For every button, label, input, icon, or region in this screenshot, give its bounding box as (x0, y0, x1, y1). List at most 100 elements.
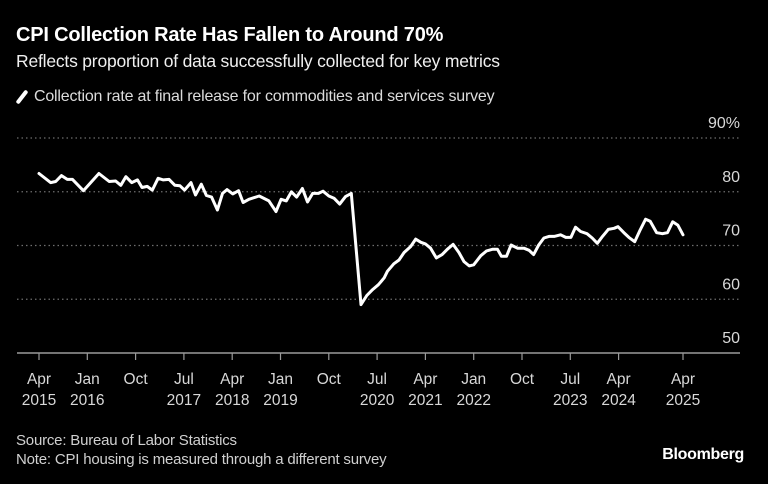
x-tick-year-label: 2024 (601, 392, 636, 409)
data-point (279, 198, 283, 201)
data-point (638, 229, 642, 232)
data-point (377, 283, 380, 286)
source-note: Source: Bureau of Labor Statistics (16, 432, 237, 449)
data-point (457, 251, 461, 254)
data-point (285, 199, 288, 203)
data-point (54, 180, 57, 183)
x-tick-month-label: Jan (268, 371, 293, 388)
data-point (601, 235, 604, 238)
data-point (397, 258, 401, 262)
y-tick-label: 80 (722, 169, 740, 186)
data-point (124, 175, 128, 178)
data-point (569, 236, 573, 239)
x-tick-year-label: 2018 (215, 392, 249, 409)
footer-notes: Source: Bureau of Labor Statistics Note:… (16, 431, 387, 469)
data-point (183, 188, 186, 192)
data-point (178, 184, 182, 188)
data-point (661, 232, 664, 235)
data-point (145, 185, 149, 188)
data-point (71, 178, 74, 181)
x-tick-month-label: Jul (560, 371, 580, 388)
y-tick-label: 70 (722, 223, 740, 240)
data-point (500, 255, 503, 258)
data-point (382, 276, 386, 279)
data-point (509, 243, 513, 247)
data-point (156, 177, 160, 180)
data-point (317, 192, 320, 195)
x-tick-month-label: Jul (174, 371, 194, 388)
data-point (267, 199, 271, 203)
x-tick-month-label: Jan (75, 371, 100, 388)
data-point (231, 192, 235, 196)
x-tick-month-label: Apr (607, 371, 631, 388)
data-point (496, 248, 499, 251)
legend-label: Collection rate at final release for com… (34, 88, 495, 105)
x-tick-year-label: 2025 (666, 392, 700, 409)
bloomberg-logo: Bloomberg (662, 446, 744, 463)
data-point (189, 181, 193, 184)
data-point (162, 178, 165, 182)
data-point (359, 303, 363, 306)
data-point (409, 245, 412, 248)
data-point (295, 195, 298, 199)
data-point (559, 233, 562, 236)
data-point (60, 174, 63, 177)
data-point (402, 251, 406, 254)
data-point (107, 180, 111, 183)
data-point (527, 249, 531, 252)
data-point (627, 236, 631, 239)
x-tick-month-label: Oct (317, 371, 342, 388)
data-point (612, 227, 616, 230)
data-point (350, 192, 353, 195)
data-point (338, 202, 341, 206)
data-point (655, 231, 658, 234)
data-point (140, 186, 144, 189)
data-point (666, 231, 669, 234)
x-tick-month-label: Oct (510, 371, 535, 388)
data-point (136, 178, 139, 182)
chart-title: CPI Collection Rate Has Fallen to Around… (16, 24, 444, 46)
data-point (607, 228, 610, 231)
x-tick-year-label: 2021 (408, 392, 442, 409)
data-point (424, 242, 427, 246)
data-point (579, 230, 582, 233)
data-point (221, 192, 224, 195)
x-tick-year-label: 2022 (456, 392, 490, 409)
data-point (216, 208, 219, 212)
data-point (596, 242, 599, 245)
data-point (648, 220, 652, 223)
data-point (574, 226, 577, 229)
x-tick-month-label: Apr (220, 371, 244, 388)
data-point (37, 172, 41, 175)
y-tick-label: 50 (722, 330, 740, 347)
data-point (616, 225, 620, 228)
data-point (332, 197, 336, 200)
data-point (392, 262, 396, 265)
data-point (522, 246, 526, 250)
x-tick-year-label: 2017 (167, 392, 201, 409)
data-point (173, 184, 177, 187)
x-tick-year-label: 2016 (70, 392, 104, 409)
data-point (485, 249, 488, 253)
data-point (440, 253, 444, 256)
data-point (321, 190, 325, 193)
data-point (644, 217, 647, 221)
data-point (590, 236, 594, 240)
data-point (301, 187, 304, 190)
x-tick-year-label: 2020 (360, 392, 395, 409)
data-point (676, 223, 680, 227)
data-point (371, 288, 374, 291)
data-point (435, 256, 438, 260)
data-point (290, 190, 293, 193)
data-point (451, 243, 455, 246)
data-point (467, 264, 471, 268)
data-point (516, 246, 519, 250)
data-point (537, 243, 540, 247)
data-point (327, 194, 330, 198)
data-point (130, 181, 133, 184)
data-point (274, 210, 278, 213)
data-point (66, 178, 69, 181)
x-tick-year-label: 2019 (263, 392, 297, 409)
data-point (49, 181, 52, 184)
